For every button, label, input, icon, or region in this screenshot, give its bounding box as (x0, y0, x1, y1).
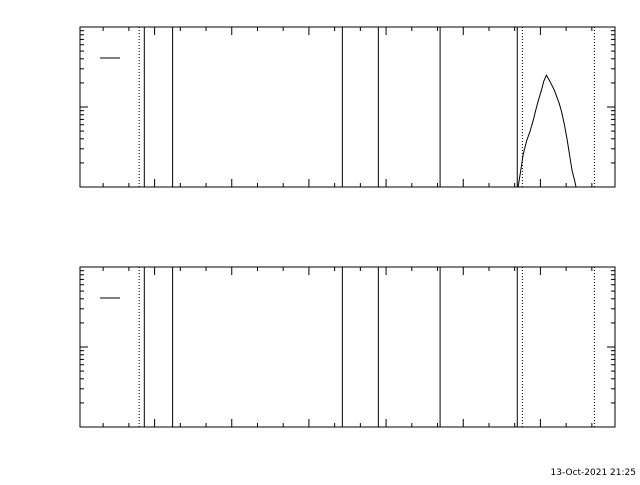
series-line-lo (517, 74, 577, 188)
timestamp-label: 13-Oct-2021 21:25 (551, 468, 636, 478)
panel-lo (79, 26, 616, 188)
panel-hi (79, 266, 616, 428)
plot-frame (79, 266, 616, 428)
plot-frame (79, 26, 616, 188)
